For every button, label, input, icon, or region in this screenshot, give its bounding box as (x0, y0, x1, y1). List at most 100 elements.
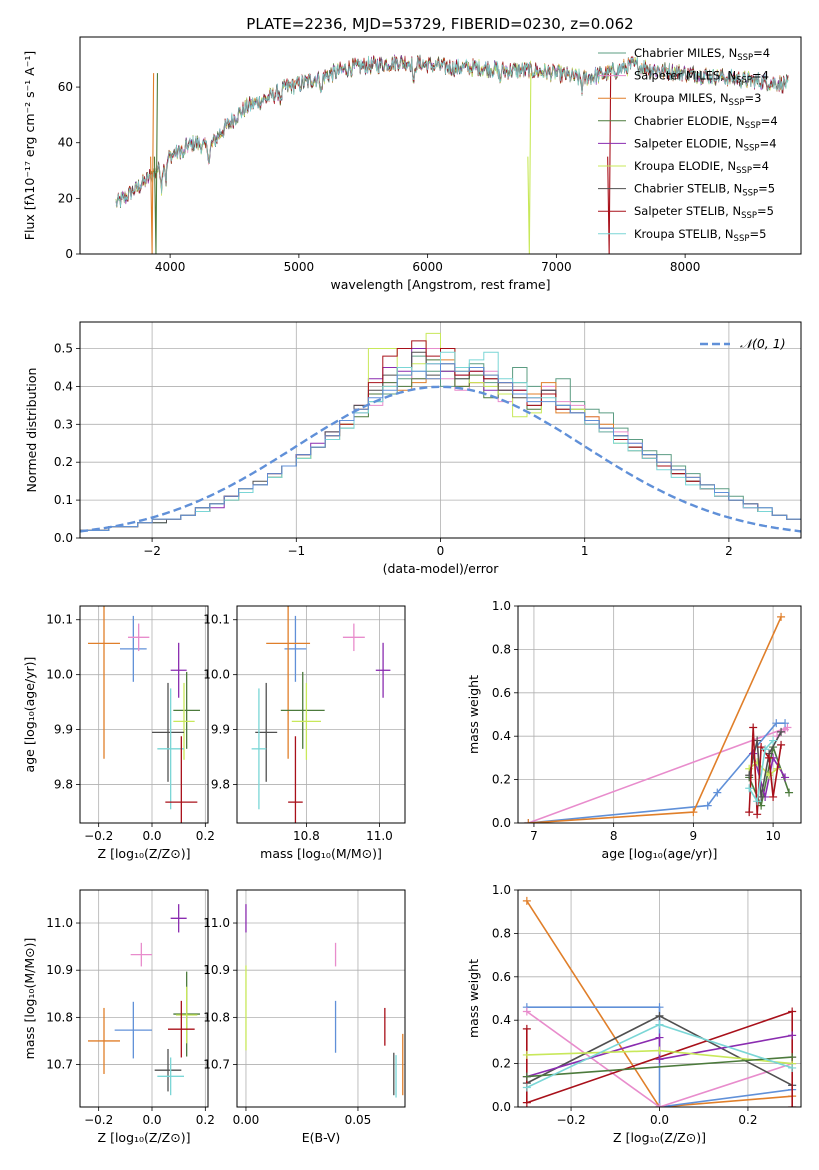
weight-marker (772, 719, 781, 728)
legend-label: Chabrier ELODIE, NSSP=4 (634, 114, 778, 131)
weight-marker (655, 1011, 664, 1020)
weight-marker (524, 819, 533, 823)
weight-marker (781, 773, 790, 782)
weight-marker (689, 808, 698, 817)
legend-label-sub: SSP (736, 166, 752, 176)
errorbar-point-5 (176, 986, 198, 1044)
errorbar-point-7 (157, 1057, 184, 1096)
x-tick-label: 7000 (541, 260, 572, 274)
errorbar-point-3 (170, 904, 187, 933)
axes-border (79, 36, 802, 255)
errorbar-point-1 (342, 623, 365, 652)
errorbar-point-8 (165, 736, 198, 823)
y-tick-label: 0.1 (54, 493, 73, 507)
y-tick-label: 0.2 (492, 1057, 511, 1071)
errorbar-point-6 (152, 682, 184, 782)
legend-label: Kroupa STELIB, NSSP=5 (634, 227, 766, 244)
x-tick-label: 0.2 (196, 829, 215, 843)
y-tick-label: 10.9 (46, 963, 73, 977)
x-tick-label: 11.0 (366, 829, 393, 843)
y-tick-label: 0.0 (54, 531, 73, 545)
residual-histogram-panel: −2 −1 0 1 2 0.0 0.1 0.2 0.3 0.4 0.5 (data-model)/er… (24, 321, 802, 576)
y-axis-label: mass weight (466, 959, 481, 1038)
errorbar-point-7 (157, 688, 184, 810)
spectrum-dropout-1 (153, 73, 159, 254)
y-tick-label: 0.6 (492, 970, 511, 984)
errorbar-point-0 (114, 1001, 152, 1059)
y-tick-label: 11.0 (46, 916, 73, 930)
x-tick-label: 0.2 (196, 1113, 215, 1127)
weight-marker (749, 723, 758, 732)
y-tick-label: 10.9 (203, 963, 230, 977)
x-axis-label: Z [log₁₀(Z/Z⊙)] (98, 846, 191, 861)
errorbar-point-2 (88, 606, 120, 759)
weight-marker (522, 1072, 531, 1081)
weight-line-0 (526, 900, 793, 1107)
residual-legend: 𝒩(0, 1) (700, 336, 786, 351)
legend-label-suffix: =4 (753, 46, 770, 60)
y-tick-label: 11.0 (203, 916, 230, 930)
weight-marker (522, 1007, 531, 1016)
weight-line-2 (528, 616, 782, 823)
mass-vs-metallicity-panel: −0.2 0.0 0.2 10.7 10.8 10.9 11.0 Z [log₁₀(Z/Z⊙)… (22, 889, 215, 1145)
legend-label-suffix: =4 (752, 69, 769, 83)
weight-marker (522, 1083, 531, 1092)
errorbar-point-4 (280, 671, 325, 749)
weight-marker (745, 808, 754, 817)
y-tick-label: 0.4 (492, 1013, 511, 1027)
x-tick-label: −2 (143, 544, 161, 558)
axes-border (79, 889, 209, 1108)
legend-label-suffix: =5 (758, 182, 775, 196)
spectrum-panel: 4000 5000 6000 7000 8000 0 20 40 60 wavelength [A… (22, 36, 802, 292)
grid-lines (237, 890, 405, 1107)
axes-border (79, 605, 209, 824)
y-tick-label: 0.8 (492, 926, 511, 940)
y-tick-label: 0.2 (54, 455, 73, 469)
weight-marker (522, 1050, 531, 1059)
y-tick-label: 10.7 (46, 1058, 73, 1072)
spectrum-line-8 (115, 55, 789, 208)
weight-marker (753, 810, 762, 819)
x-tick-label: 0.0 (142, 1113, 161, 1127)
x-tick-label: −0.2 (84, 829, 113, 843)
spectrum-dropout-3 (607, 73, 612, 254)
legend-label-suffix: =4 (760, 136, 777, 150)
weight-marker (522, 1024, 531, 1033)
y-tick-label: 10.0 (46, 668, 73, 682)
x-tick-label: 10.8 (293, 829, 320, 843)
legend-label-sub: SSP (741, 211, 757, 221)
legend-label-sub: SSP (744, 143, 760, 153)
errorbar-point-3 (170, 642, 187, 698)
y-tick-label: 10.1 (203, 613, 230, 627)
legend-label-suffix: =5 (749, 227, 766, 241)
axes-frame: −0.2 0.0 0.2 0.0 0.2 0.4 0.6 0.8 1.0 Z [log₁₀(Z/Z… (466, 883, 802, 1145)
weight-marker (769, 792, 778, 801)
weight-marker (777, 727, 786, 736)
y-tick-label: 9.9 (211, 723, 230, 737)
y-axis-label: mass [log₁₀(M/M⊙)] (22, 938, 37, 1060)
figure-title: PLATE=2236, MJD=53729, FIBERID=0230, z=0… (246, 15, 633, 33)
grid-lines (80, 606, 208, 823)
plot-area (80, 332, 801, 533)
weight-line-5 (748, 761, 778, 777)
plot-area (245, 904, 404, 1098)
axes-border (517, 605, 802, 824)
legend-label: Salpeter MILES, NSSP=4 (634, 69, 769, 86)
x-axis-label: age [log₁₀(age/yr)] (602, 846, 718, 861)
legend-label-sub: SSP (745, 121, 761, 131)
y-axis-label: mass weight (466, 675, 481, 754)
y-tick-label: 60 (58, 80, 73, 94)
errorbar-point-0 (120, 615, 147, 682)
y-tick-label: 0.5 (54, 342, 73, 356)
x-tick-label: 9 (690, 829, 698, 843)
legend-label: Kroupa ELODIE, NSSP=4 (634, 159, 769, 176)
weight-marker (655, 1055, 664, 1064)
errorbar-point-8 (168, 1000, 195, 1058)
plot-area (88, 606, 200, 823)
x-tick-label: 8 (610, 829, 618, 843)
y-tick-label: 0.3 (54, 417, 73, 431)
legend-label-suffix: =4 (752, 159, 769, 173)
weight-marker (788, 1007, 797, 1016)
weight-marker (777, 740, 786, 749)
legend-label-main: Salpeter MILES, N (634, 69, 736, 83)
